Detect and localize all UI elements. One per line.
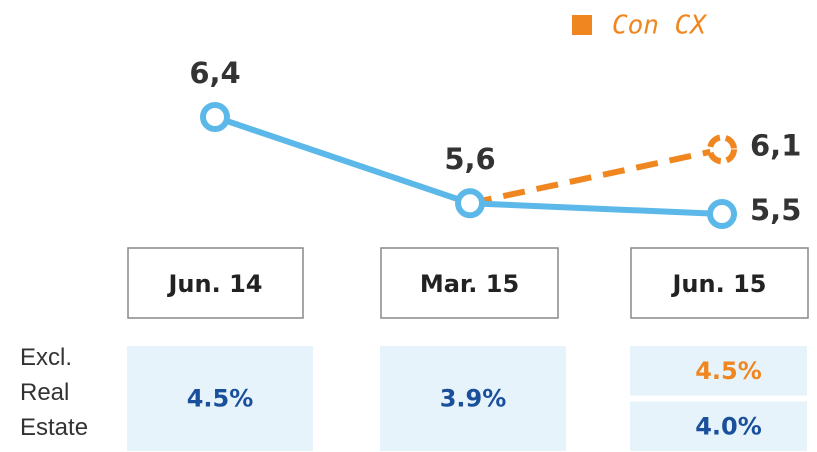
category-box xyxy=(127,247,304,319)
category-box xyxy=(380,247,559,319)
table-value: 4.0% xyxy=(695,412,762,440)
marker xyxy=(455,188,485,219)
table-cell xyxy=(127,346,313,451)
category-box xyxy=(630,247,809,319)
line xyxy=(469,146,723,207)
table-value: 4.5% xyxy=(187,385,254,413)
table-cell xyxy=(630,401,807,451)
table-cell xyxy=(630,346,807,396)
data-label: 5,6 xyxy=(444,142,495,176)
data-label: 6,1 xyxy=(750,128,801,162)
data-label: 5,5 xyxy=(750,193,801,227)
table-value: 3.9% xyxy=(440,385,507,413)
data-label: 6,4 xyxy=(189,56,240,90)
row-label: Excl. Real Estate xyxy=(20,344,89,441)
marker xyxy=(707,134,737,165)
x-tick-label: Mar. 15 xyxy=(420,270,519,298)
marker xyxy=(707,199,737,229)
x-tick-label: Jun. 14 xyxy=(167,270,263,298)
table-value: 4.5% xyxy=(695,357,762,385)
legend-swatch xyxy=(572,15,592,35)
legend-label: Con CX xyxy=(612,11,707,41)
table-cell xyxy=(380,346,566,451)
marker xyxy=(200,102,230,132)
x-tick-label: Jun. 15 xyxy=(671,270,767,298)
